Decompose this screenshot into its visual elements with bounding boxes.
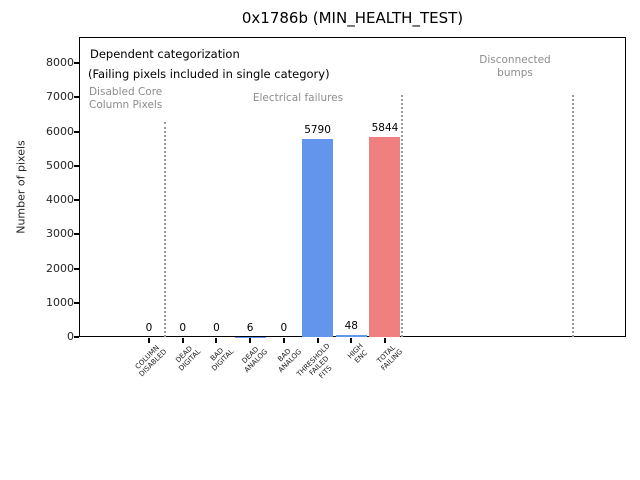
y-tick-label: 6000 [46,124,74,138]
x-tick-mark [148,338,150,343]
bar-value-label: 5790 [304,123,331,136]
x-tick-mark [316,338,319,343]
bar-value-label: 5844 [371,121,399,134]
bar-value-label: 6 [246,321,254,334]
y-tick-label: 8000 [46,56,74,69]
x-tick-mark [215,338,218,343]
annotation-disconnected-bumps-region: Disconnected bumps [479,54,551,79]
bar [335,335,367,337]
bar [302,138,334,337]
y-tick-label: 4000 [46,193,74,206]
x-tick-mark [282,338,285,343]
annotation-failing-pixels-note: (Failing pixels included in single categ… [88,67,330,81]
x-tick-mark [249,338,252,343]
separator-line-disconnected [572,95,574,337]
y-tick-mark [74,164,79,167]
y-tick-label: 0 [67,330,74,343]
y-tick-mark [74,96,79,99]
x-tick-mark [181,338,184,343]
plot-area [79,37,626,337]
y-tick-mark [74,130,79,133]
y-axis-label: Number of pixels [14,140,28,234]
y-tick-mark [74,267,79,270]
y-tick-label: 5000 [46,158,74,172]
annotation-electrical-failures-region: Electrical failures [252,92,344,104]
x-tick-mark [383,338,386,343]
separator-line-disabled-core [164,122,166,337]
y-tick-mark [74,233,79,236]
y-tick-label: 1000 [46,295,74,309]
bar-value-label: 0 [213,322,220,334]
y-tick-mark [74,199,79,201]
annotation-disabled-core-region: Disabled Core Column Pixels [89,86,163,111]
separator-line-electrical [401,95,403,337]
annotation-dependent-categorization: Dependent categorization [90,47,240,61]
bar-value-label: 0 [179,322,187,334]
y-tick-mark [74,336,79,338]
bar [369,136,401,337]
x-tick-mark [350,338,353,343]
y-tick-mark [74,301,79,304]
bar-value-label: 0 [280,322,288,334]
y-tick-mark [74,62,79,64]
y-tick-label: 2000 [46,261,74,275]
y-tick-label: 7000 [46,90,74,104]
y-tick-label: 3000 [46,227,74,241]
bar-value-label: 0 [145,322,153,334]
bar-value-label: 48 [344,320,358,333]
chart-title: 0x1786b (MIN_HEALTH_TEST) [241,9,464,27]
